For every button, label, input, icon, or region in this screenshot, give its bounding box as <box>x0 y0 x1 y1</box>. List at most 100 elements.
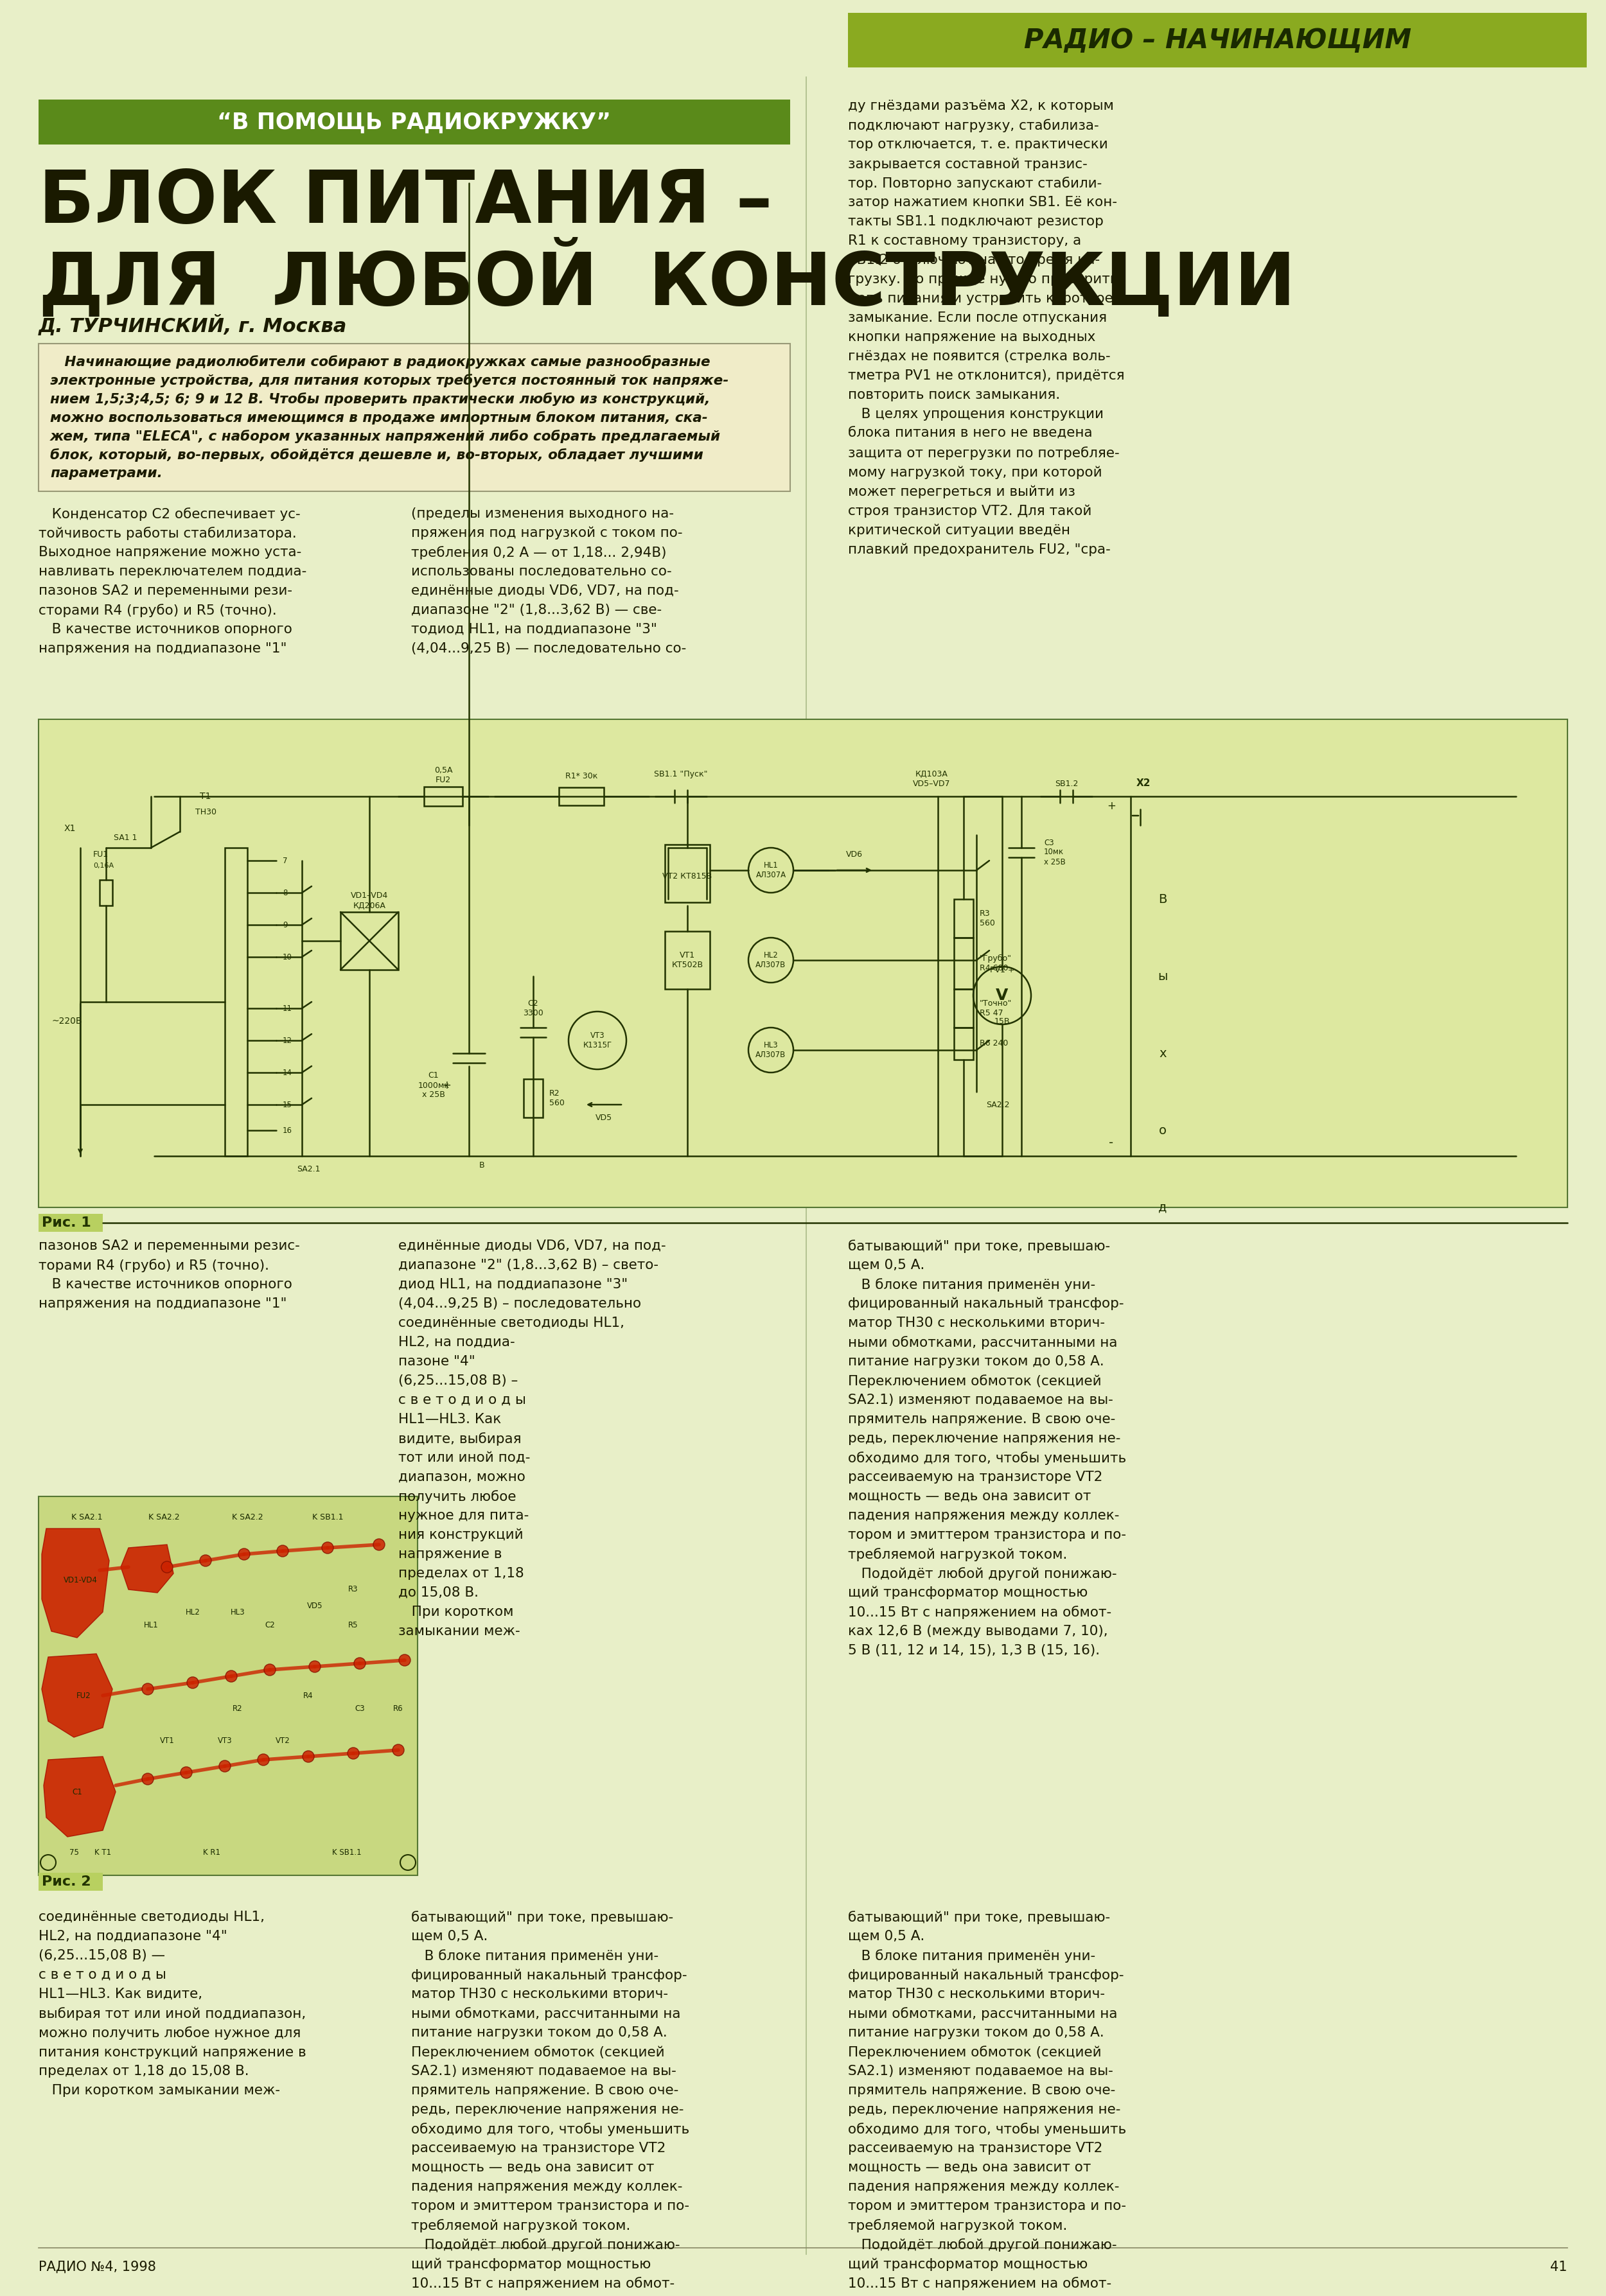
Text: получить любое: получить любое <box>398 1490 516 1504</box>
Text: щем 0,5 А.: щем 0,5 А. <box>848 1258 925 1272</box>
Text: требления 0,2 А — от 1,18... 2,94В): требления 0,2 А — от 1,18... 2,94В) <box>411 546 666 560</box>
Text: напряжения на поддиапазоне "1": напряжения на поддиапазоне "1" <box>39 643 287 654</box>
Text: ными обмотками, рассчитанными на: ными обмотками, рассчитанными на <box>411 2007 681 2020</box>
Circle shape <box>353 1658 366 1669</box>
Text: ы: ы <box>1158 971 1168 983</box>
Text: (пределы изменения выходного на-: (пределы изменения выходного на- <box>411 507 675 521</box>
Text: фицированный накальный трансфор-: фицированный накальный трансфор- <box>848 1968 1124 1981</box>
Circle shape <box>141 1683 154 1694</box>
Text: кнопки напряжение на выходных: кнопки напряжение на выходных <box>848 331 1095 344</box>
Bar <box>954 900 973 937</box>
Text: КД206А: КД206А <box>353 902 385 909</box>
Text: питание нагрузки током до 0,58 А.: питание нагрузки током до 0,58 А. <box>848 2027 1105 2039</box>
Text: SA2.1: SA2.1 <box>297 1164 320 1173</box>
Text: 10...15 Вт с напряжением на обмот-: 10...15 Вт с напряжением на обмот- <box>411 2278 675 2289</box>
Text: 5 В (11, 12 и 14, 15), 1,3 В (15, 16).: 5 В (11, 12 и 14, 15), 1,3 В (15, 16). <box>848 1644 1100 1658</box>
Bar <box>39 1215 103 1233</box>
Polygon shape <box>42 1653 112 1738</box>
Text: ными обмотками, рассчитанными на: ными обмотками, рассчитанными на <box>848 1336 1118 1350</box>
Text: R1 к составному транзистору, а: R1 к составному транзистору, а <box>848 234 1081 248</box>
Text: тойчивость работы стабилизатора.: тойчивость работы стабилизатора. <box>39 526 297 540</box>
Text: диапазоне "2" (1,8...3,62 В) – свето-: диапазоне "2" (1,8...3,62 В) – свето- <box>398 1258 658 1272</box>
Text: R3: R3 <box>349 1584 358 1593</box>
Text: VD5: VD5 <box>596 1114 612 1123</box>
Text: HL1
АЛ307А: HL1 АЛ307А <box>756 861 785 879</box>
Text: 41: 41 <box>1550 2262 1567 2273</box>
Text: VD6: VD6 <box>846 850 862 859</box>
Text: до 15,08 В.: до 15,08 В. <box>398 1587 479 1600</box>
Circle shape <box>186 1676 199 1688</box>
Text: C3: C3 <box>355 1704 365 1713</box>
Text: с в е т о д и о д ы: с в е т о д и о д ы <box>398 1394 527 1407</box>
Text: падения напряжения между коллек-: падения напряжения между коллек- <box>411 2181 683 2193</box>
Text: HL3: HL3 <box>230 1607 246 1616</box>
Text: В качестве источников опорного: В качестве источников опорного <box>39 622 292 636</box>
Text: такты SB1.1 подключают резистор: такты SB1.1 подключают резистор <box>848 216 1103 227</box>
Polygon shape <box>120 1545 173 1593</box>
Text: VT2 КТ815В: VT2 КТ815В <box>663 872 711 882</box>
Text: HL2, на поддиапазоне "4": HL2, на поддиапазоне "4" <box>39 1931 228 1942</box>
Text: пазоне "4": пазоне "4" <box>398 1355 475 1368</box>
Text: строя транзистор VT2. Для такой: строя транзистор VT2. Для такой <box>848 505 1092 517</box>
Text: (6,25...15,08 В) –: (6,25...15,08 В) – <box>398 1375 517 1387</box>
Text: РАДИО №4, 1998: РАДИО №4, 1998 <box>39 2262 156 2273</box>
Text: SA2.1) изменяют подаваемое на вы-: SA2.1) изменяют подаваемое на вы- <box>411 2064 676 2078</box>
Text: 15: 15 <box>283 1100 292 1109</box>
Text: РАДИО – НАЧИНАЮЩИМ: РАДИО – НАЧИНАЮЩИМ <box>1023 28 1412 53</box>
Text: повторить поиск замыкания.: повторить поиск замыкания. <box>848 388 1060 402</box>
Circle shape <box>321 1543 334 1554</box>
Text: SB1.1 "Пуск": SB1.1 "Пуск" <box>654 769 708 778</box>
Text: единённые диоды VD6, VD7, на под-: единённые диоды VD6, VD7, на под- <box>411 585 679 597</box>
Text: пазонов SA2 и переменными резис-: пазонов SA2 и переменными резис- <box>39 1240 300 1251</box>
Circle shape <box>308 1660 321 1671</box>
Text: 10...15 Вт с напряжением на обмот-: 10...15 Вт с напряжением на обмот- <box>848 2278 1111 2289</box>
Bar <box>100 879 112 905</box>
Text: рассеиваемую на транзисторе VT2: рассеиваемую на транзисторе VT2 <box>411 2142 666 2154</box>
Text: ными обмотками, рассчитанными на: ными обмотками, рассчитанными на <box>848 2007 1118 2020</box>
Text: тор отключается, т. е. практически: тор отключается, т. е. практически <box>848 138 1108 152</box>
Text: электронные устройства, для питания которых требуется постоянный ток напряже-: электронные устройства, для питания кото… <box>50 374 729 388</box>
Text: критической ситуации введён: критической ситуации введён <box>848 523 1070 537</box>
Text: батывающий" при токе, превышаю-: батывающий" при токе, превышаю- <box>411 1910 673 1924</box>
Text: пределах от 1,18 до 15,08 В.: пределах от 1,18 до 15,08 В. <box>39 2064 249 2078</box>
Text: HL2: HL2 <box>185 1607 201 1616</box>
Text: C1: C1 <box>72 1789 82 1795</box>
Text: HL3
АЛ307В: HL3 АЛ307В <box>756 1040 785 1058</box>
Text: K SB1.1: K SB1.1 <box>312 1513 344 1522</box>
Text: C3
10мк
x 25В: C3 10мк x 25В <box>1044 838 1066 866</box>
Text: падения напряжения между коллек-: падения напряжения между коллек- <box>848 2181 1119 2193</box>
Text: (4,04...9,25 В) — последовательно со-: (4,04...9,25 В) — последовательно со- <box>411 643 686 654</box>
Text: FU1: FU1 <box>93 850 109 859</box>
Text: VD1–VD4: VD1–VD4 <box>350 891 389 900</box>
Text: сторами R4 (грубо) и R5 (точно).: сторами R4 (грубо) и R5 (точно). <box>39 604 276 618</box>
Bar <box>954 1029 973 1061</box>
Bar <box>848 14 1587 67</box>
Text: падения напряжения между коллек-: падения напряжения между коллек- <box>848 1508 1119 1522</box>
Text: +: + <box>442 1079 451 1091</box>
Bar <box>39 1874 103 1890</box>
Text: навливать переключателем поддиа-: навливать переключателем поддиа- <box>39 565 307 579</box>
Bar <box>524 1079 543 1118</box>
Text: 75: 75 <box>69 1848 79 1857</box>
Text: Начинающие радиолюбители собирают в радиокружках самые разнообразные: Начинающие радиолюбители собирают в ради… <box>50 356 710 370</box>
Circle shape <box>218 1761 231 1773</box>
Text: VD5–VD7: VD5–VD7 <box>912 778 951 788</box>
Text: требляемой нагрузкой током.: требляемой нагрузкой током. <box>848 2218 1068 2232</box>
Text: батывающий" при токе, превышаю-: батывающий" при токе, превышаю- <box>848 1240 1110 1254</box>
Text: Переключением обмоток (секцией: Переключением обмоток (секцией <box>848 1375 1102 1387</box>
Text: тодиод HL1, на поддиапазоне "3": тодиод HL1, на поддиапазоне "3" <box>411 622 657 636</box>
Text: щий трансформатор мощностью: щий трансформатор мощностью <box>848 2257 1087 2271</box>
Text: Д. ТУРЧИНСКИЙ, г. Москва: Д. ТУРЧИНСКИЙ, г. Москва <box>39 315 347 335</box>
Circle shape <box>398 1655 411 1667</box>
Text: HL2, на поддиа-: HL2, на поддиа- <box>398 1336 516 1348</box>
Text: пряжения под нагрузкой с током по-: пряжения под нагрузкой с током по- <box>411 526 683 540</box>
Text: 10: 10 <box>283 953 292 962</box>
Text: Выходное напряжение можно уста-: Выходное напряжение можно уста- <box>39 546 302 558</box>
Text: VT1: VT1 <box>159 1736 175 1745</box>
Text: защита от перегрузки по потребляе-: защита от перегрузки по потребляе- <box>848 445 1119 459</box>
Text: щем 0,5 А.: щем 0,5 А. <box>411 1931 488 1942</box>
Text: R6 240: R6 240 <box>980 1040 1009 1047</box>
Text: блок, который, во-первых, обойдётся дешевле и, во-вторых, обладает лучшими: блок, который, во-первых, обойдётся деше… <box>50 448 703 461</box>
Circle shape <box>161 1561 173 1573</box>
Text: HL2
АЛ307В: HL2 АЛ307В <box>756 951 785 969</box>
